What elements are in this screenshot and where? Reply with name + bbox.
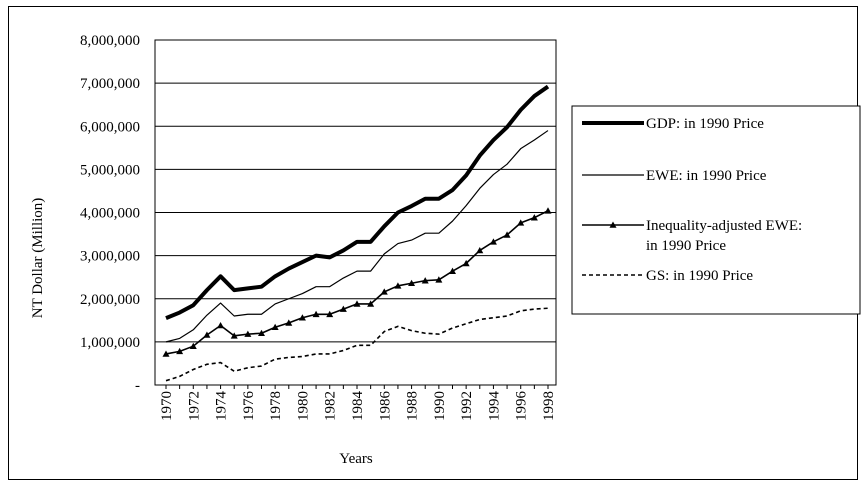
legend-label-0: GDP: in 1990 Price — [646, 116, 764, 132]
x-axis-label: Years — [339, 451, 373, 467]
series-point — [271, 323, 279, 331]
series-point — [285, 319, 293, 326]
series-point — [394, 282, 402, 289]
series-point — [312, 310, 320, 318]
x-tick-label: 1978 — [268, 391, 284, 421]
legend-marker — [609, 221, 617, 228]
series-point — [435, 276, 443, 283]
x-tick-label: 1982 — [323, 391, 339, 421]
y-tick-labels: - 1,000,000 2,000,000 3,000,000 4,000,000 5,0… — [80, 33, 140, 394]
series-point — [421, 277, 429, 284]
series-point — [258, 329, 265, 337]
series-point — [244, 330, 252, 337]
series-point — [489, 238, 497, 245]
x-tick-label: 1990 — [432, 391, 448, 421]
series-point — [230, 332, 238, 339]
series-point — [530, 214, 538, 221]
series-point — [217, 321, 225, 329]
series-line-3 — [165, 307, 549, 382]
y-tick-label: - — [135, 378, 140, 394]
y-tick-label: 8,000,000 — [80, 33, 140, 49]
legend-box — [571, 105, 861, 315]
series-point — [476, 246, 484, 254]
x-tick-label: 1970 — [159, 391, 175, 421]
series-point — [408, 279, 416, 287]
x-tick-label: 1992 — [459, 391, 475, 421]
series-point — [203, 331, 211, 338]
legend-label-2: Inequality-adjusted EWE: in 1990 Price — [646, 218, 802, 254]
x-tick-label: 1988 — [405, 391, 421, 421]
y-tick-label: 6,000,000 — [80, 119, 140, 135]
series-point — [298, 314, 306, 321]
series-point — [353, 300, 361, 307]
y-tick-label: 3,000,000 — [80, 249, 140, 265]
gridlines — [155, 39, 556, 343]
x-tick-label: 1986 — [377, 391, 393, 422]
series-point — [462, 259, 470, 267]
x-tick-label: 1998 — [541, 391, 557, 421]
plot-area-border — [154, 39, 557, 386]
y-tick-label: 5,000,000 — [80, 162, 140, 178]
series-point — [449, 267, 456, 274]
x-tick-labels: 1970 1972 1974 1976 1978 1980 1982 1984 1986 1988… — [159, 391, 557, 422]
y-tick-label: 1,000,000 — [80, 335, 140, 351]
series-point — [176, 347, 184, 355]
series-point — [339, 305, 347, 312]
y-tick-label: 2,000,000 — [80, 292, 140, 308]
series-point — [367, 300, 375, 307]
series-point — [326, 310, 334, 318]
x-tick-label: 1984 — [350, 391, 366, 422]
x-tick-label: 1974 — [214, 391, 230, 422]
legend-label-1: EWE: in 1990 Price — [646, 168, 767, 184]
x-tick-label: 1976 — [241, 391, 257, 422]
x-tick-label: 1980 — [295, 391, 311, 421]
legend-label-3: GS: in 1990 Price — [646, 268, 753, 284]
y-axis-label: NT Dollar (Million) — [30, 198, 46, 319]
series-point — [380, 288, 388, 295]
series-point — [517, 219, 525, 226]
axes — [154, 39, 557, 389]
series-point — [544, 207, 552, 214]
x-tick-label: 1996 — [514, 391, 530, 422]
y-tick-label: 7,000,000 — [80, 76, 140, 92]
legend: GDP: in 1990 Price EWE: in 1990 Price Ineq… — [571, 105, 861, 315]
series-line-1 — [165, 130, 549, 343]
series-line-2 — [165, 210, 549, 355]
x-tick-label: 1972 — [186, 391, 202, 421]
x-tick-label: 1994 — [486, 391, 502, 422]
series-line-0 — [165, 84, 550, 321]
series-lines — [162, 84, 552, 382]
series-point — [162, 350, 170, 357]
y-tick-label: 4,000,000 — [80, 206, 140, 222]
series-point — [189, 342, 197, 349]
series-point — [503, 231, 511, 238]
